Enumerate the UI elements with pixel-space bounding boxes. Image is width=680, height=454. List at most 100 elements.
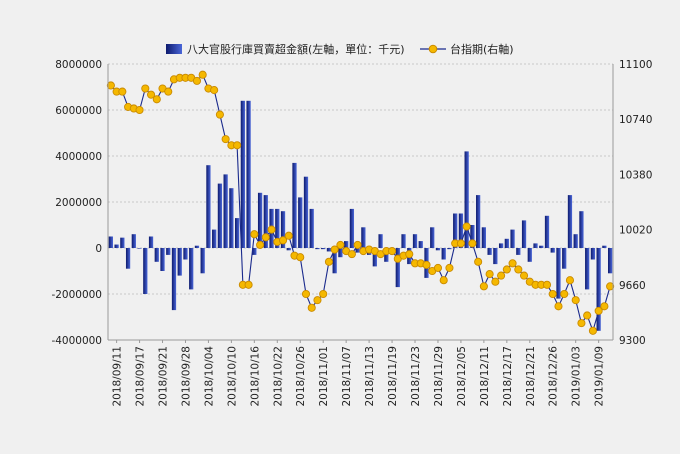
line-point [445,263,454,272]
bar [338,248,343,258]
x-axis-tick-label: 2018/12/05 [456,346,468,407]
bar [137,248,142,249]
bar [212,229,217,248]
legend-bar-label: 八大官股行庫買賣超金額(左軸，單位：千元) [187,42,405,56]
line-point [192,76,201,85]
x-axis-tick-label: 2018/12/21 [525,346,537,407]
bar [395,248,400,288]
line-point [284,231,293,240]
line-point [164,87,173,96]
line-series [106,70,615,335]
bar [229,188,234,248]
line-point [313,296,322,305]
line-point [502,265,511,274]
bar [263,195,268,248]
bar [372,248,377,267]
line-point [468,239,477,248]
x-axis-tick-label: 2018/11/01 [318,346,330,407]
bar [567,195,573,248]
right-axis-tick-label: 10740 [619,114,652,126]
x-axis-tick-label: 2018/09/11 [112,346,124,407]
line-point [554,302,563,311]
bar [143,248,148,294]
bar [298,197,303,248]
bar [562,248,567,269]
bar [539,245,544,248]
line-point [565,276,575,285]
bar [177,248,182,276]
line-point [210,86,219,95]
x-axis-tick-label: 2018/11/29 [433,346,445,407]
x-axis-tick-label: 2018/09/28 [180,346,192,407]
line-point [583,311,592,320]
bar [544,215,550,248]
left-axis-tick-label: -2000000 [51,289,102,301]
bar [257,192,263,248]
bar [275,208,280,248]
bar [527,248,532,262]
line-point [330,245,339,254]
bar [292,162,297,248]
axes: -4000000 -2000000 0 2000000 4000000 6000000 80… [51,59,652,407]
x-axis-tick-label: 2018/10/22 [272,346,284,407]
bar [154,248,159,262]
x-axis-tick-label: 2018/10/10 [226,346,238,407]
line-point [577,319,586,328]
line-point [244,280,253,289]
bar [166,248,171,255]
left-axis-tick-label: 0 [95,243,102,255]
line-point [405,250,414,259]
bar [183,248,188,260]
line-point [497,271,506,280]
line-point [221,135,230,144]
line-point [456,239,465,248]
bar [481,227,487,248]
bar [516,248,521,255]
bar [430,227,435,248]
x-axis-tick-label: 2018/11/13 [364,346,376,407]
line-point [301,289,311,299]
bar [453,213,458,248]
line-point [560,289,569,299]
bar [280,211,286,248]
line-point [491,277,500,286]
left-axis-tick-label: -4000000 [51,335,102,347]
line-point [520,271,529,280]
bar [412,234,418,248]
line-point [508,259,517,268]
line-point [233,141,242,150]
line-point [296,253,305,262]
line-point [118,87,127,96]
bar [131,234,136,248]
bar [286,248,291,251]
bar [504,238,509,248]
bar [309,208,314,248]
line-point [571,296,580,305]
bar [447,248,452,250]
x-axis-tick-label: 2018/10/04 [203,346,215,407]
bar [521,220,527,248]
line-point [548,289,557,299]
bar [533,243,538,248]
bar [349,208,355,248]
line-point [267,225,276,234]
x-axis-tick-label: 2018/10/26 [295,346,307,407]
bar [303,176,309,248]
line-point [353,240,362,249]
bar [120,237,125,248]
left-axis-tick-label: 2000000 [55,197,102,209]
line-point [319,289,328,299]
legend: 八大官股行庫買賣超金額(左軸，單位：千元) 台指期(右軸) [166,42,514,56]
line-point [347,250,356,259]
bar [596,248,601,331]
legend-line-label: 台指期(右軸) [450,42,514,56]
bar [206,165,211,248]
bar [476,195,481,248]
line-point [198,70,207,79]
line-point [336,240,345,249]
bar [401,234,406,248]
bar [573,234,578,248]
line-point [106,81,115,90]
line-point [388,247,397,256]
